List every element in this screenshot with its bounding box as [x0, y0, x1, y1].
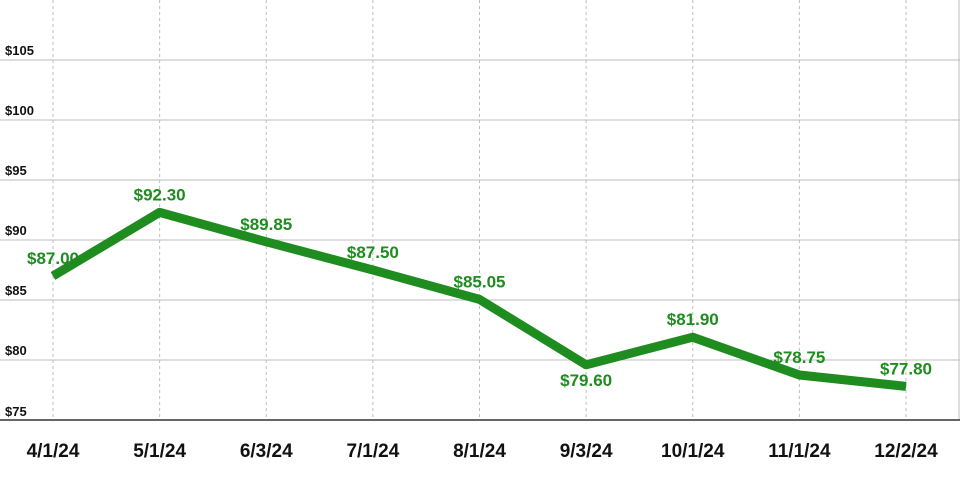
y-tick-label: $85 — [5, 283, 27, 298]
y-axis-tick-labels: $75 $80 $85 $90 $95 $100 $105 — [5, 43, 34, 419]
data-labels: $87.00 $92.30 $89.85 $87.50 $85.05 $79.60 $81.… — [27, 185, 932, 389]
y-tick-label: $80 — [5, 343, 27, 358]
y-tick-label: $90 — [5, 223, 27, 238]
data-label: $78.75 — [773, 348, 825, 367]
data-label: $79.60 — [560, 371, 612, 390]
x-axis-tick-labels: 4/1/24 5/1/24 6/3/24 7/1/24 8/1/24 9/3/24 10/1… — [27, 441, 939, 462]
x-tick-label: 6/3/24 — [240, 441, 293, 462]
x-tick-label: 8/1/24 — [453, 441, 506, 462]
x-tick-label: 9/3/24 — [560, 441, 613, 462]
data-label: $85.05 — [454, 272, 506, 291]
x-tick-label: 4/1/24 — [27, 441, 80, 462]
x-tick-label: 11/1/24 — [768, 441, 831, 462]
vertical-gridlines — [52, 0, 960, 420]
data-label: $87.00 — [27, 249, 79, 268]
data-label: $87.50 — [347, 243, 399, 262]
y-tick-label: $95 — [5, 163, 27, 178]
data-label: $92.30 — [134, 185, 186, 204]
data-label: $77.80 — [880, 359, 932, 378]
y-tick-label: $100 — [5, 103, 34, 118]
x-tick-label: 7/1/24 — [346, 441, 399, 462]
price-series-line — [50, 207, 907, 391]
data-label: $89.85 — [240, 215, 292, 234]
y-tick-label: $105 — [5, 43, 34, 58]
y-tick-label: $75 — [5, 404, 27, 419]
x-tick-label: 5/1/24 — [133, 441, 186, 462]
x-tick-label: 12/2/24 — [874, 441, 938, 462]
data-label: $81.90 — [667, 310, 719, 329]
x-tick-label: 10/1/24 — [661, 441, 725, 462]
